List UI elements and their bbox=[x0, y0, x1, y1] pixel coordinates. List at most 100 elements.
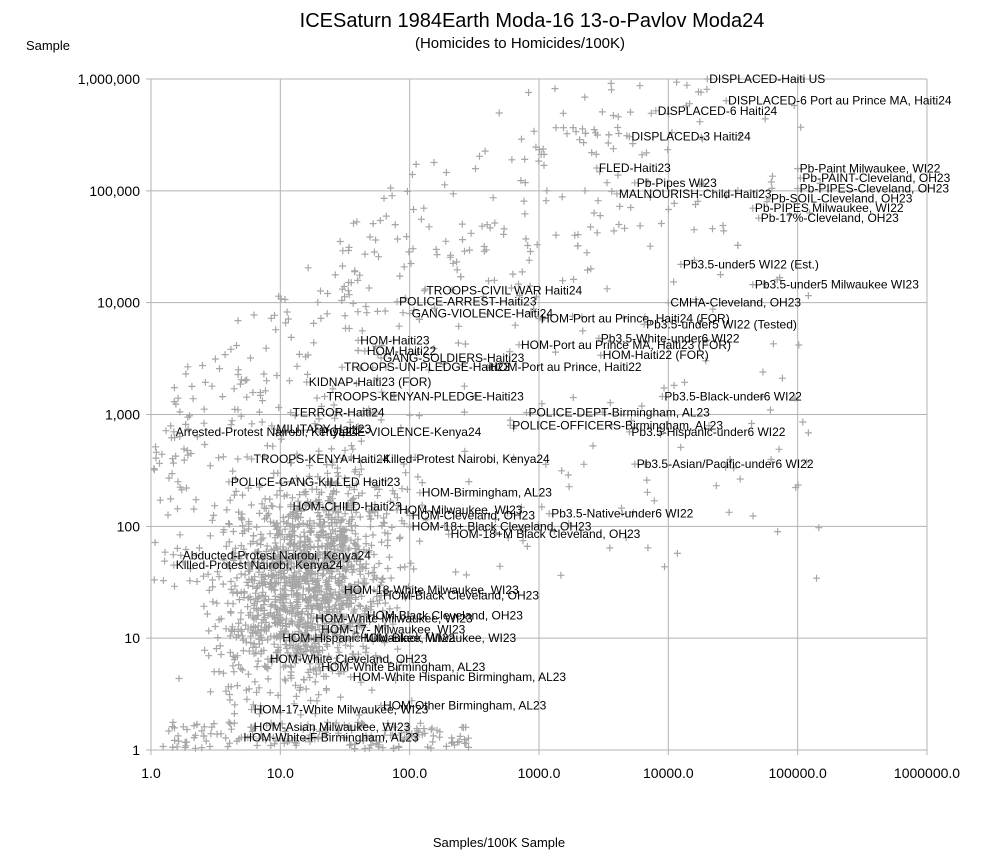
data-point bbox=[281, 641, 289, 649]
labeled-data-point bbox=[377, 702, 385, 709]
data-point bbox=[315, 496, 322, 504]
data-point bbox=[324, 596, 331, 604]
data-point bbox=[366, 618, 374, 626]
data-point bbox=[282, 637, 290, 644]
point-label: HOM-18+ Black Cleveland, OH23 bbox=[412, 519, 592, 533]
data-point bbox=[311, 420, 319, 428]
data-point bbox=[325, 652, 333, 660]
data-point bbox=[657, 430, 664, 438]
data-point bbox=[302, 623, 310, 630]
data-point bbox=[341, 538, 349, 546]
data-point bbox=[538, 400, 546, 408]
data-point bbox=[170, 384, 178, 392]
data-point bbox=[726, 456, 734, 463]
data-point bbox=[173, 544, 181, 552]
data-point bbox=[403, 722, 411, 730]
data-point bbox=[374, 307, 381, 315]
data-point bbox=[397, 729, 405, 737]
data-point bbox=[297, 711, 305, 719]
data-point bbox=[345, 520, 353, 527]
point-label: Pb-Paint Milwaukee, WI22 bbox=[800, 162, 941, 176]
data-point bbox=[354, 650, 362, 658]
data-point bbox=[401, 594, 409, 602]
data-point bbox=[351, 581, 359, 588]
data-point bbox=[294, 497, 302, 505]
data-point bbox=[344, 490, 352, 498]
data-point bbox=[325, 664, 333, 672]
data-point bbox=[188, 382, 196, 390]
data-point bbox=[670, 199, 678, 207]
data-point bbox=[261, 614, 269, 622]
data-point bbox=[351, 268, 359, 276]
data-point bbox=[449, 190, 457, 198]
data-point bbox=[355, 492, 363, 500]
data-point bbox=[587, 265, 595, 273]
data-point bbox=[335, 576, 342, 584]
data-point bbox=[307, 646, 314, 654]
data-point bbox=[365, 405, 373, 413]
data-point bbox=[227, 608, 235, 616]
data-point bbox=[271, 740, 278, 748]
data-point bbox=[414, 727, 421, 735]
data-point bbox=[365, 570, 372, 577]
data-point bbox=[243, 376, 251, 384]
data-point bbox=[211, 502, 219, 510]
data-point bbox=[316, 727, 323, 735]
data-point bbox=[267, 610, 275, 618]
data-point bbox=[441, 522, 449, 529]
data-point bbox=[252, 643, 260, 651]
data-point bbox=[313, 394, 321, 402]
data-point bbox=[311, 710, 319, 718]
data-point bbox=[186, 412, 194, 420]
data-point bbox=[213, 730, 221, 738]
data-point bbox=[152, 454, 160, 462]
data-point bbox=[331, 546, 339, 553]
data-point bbox=[736, 475, 744, 483]
data-point bbox=[261, 662, 269, 670]
data-point bbox=[681, 378, 688, 386]
data-point bbox=[345, 622, 353, 630]
data-point bbox=[395, 501, 402, 509]
data-point bbox=[244, 625, 252, 633]
data-point bbox=[382, 212, 390, 220]
data-point bbox=[326, 564, 334, 572]
data-point bbox=[806, 209, 814, 217]
point-label: TROOPS-KENYAN-PLEDGE-Haiti23 bbox=[327, 389, 524, 403]
point-label: HOM-Haiti23 bbox=[360, 333, 430, 347]
data-point bbox=[216, 642, 224, 650]
x-tick-label: 10.0 bbox=[267, 765, 294, 781]
data-point bbox=[664, 146, 672, 154]
point-label: Pb-PIPES Milwaukee, WI22 bbox=[755, 201, 904, 215]
data-point bbox=[363, 309, 371, 317]
data-point bbox=[284, 512, 292, 520]
data-point bbox=[410, 306, 418, 314]
data-point bbox=[334, 464, 341, 472]
data-point bbox=[347, 599, 355, 607]
data-point bbox=[430, 345, 438, 352]
data-point bbox=[274, 643, 282, 651]
data-point bbox=[270, 612, 278, 620]
data-point bbox=[256, 564, 263, 572]
x-tick-label: 100.0 bbox=[392, 765, 427, 781]
y-tick-label: 100,000 bbox=[89, 183, 140, 199]
data-point bbox=[303, 545, 311, 553]
data-point bbox=[261, 495, 269, 503]
data-point bbox=[314, 621, 322, 629]
data-point bbox=[331, 528, 339, 535]
data-point bbox=[291, 659, 299, 667]
point-label: HOM-White Cleveland, OH23 bbox=[270, 652, 428, 666]
point-label: Pb3.5-Black-under6 WI22 bbox=[664, 389, 802, 403]
data-point bbox=[258, 500, 266, 508]
data-point bbox=[803, 458, 811, 466]
data-point bbox=[237, 570, 245, 578]
data-point bbox=[284, 519, 292, 527]
data-point bbox=[294, 555, 302, 563]
data-point bbox=[211, 355, 219, 363]
data-point bbox=[181, 744, 189, 751]
data-point bbox=[179, 558, 187, 566]
point-label: POLICE-DEPT-Birmingham, AL23 bbox=[528, 406, 710, 420]
data-point bbox=[265, 583, 273, 591]
point-label: TROOPS-CIVIL WAR Haiti24 bbox=[426, 284, 582, 298]
data-point bbox=[298, 615, 306, 623]
data-point bbox=[214, 568, 221, 576]
